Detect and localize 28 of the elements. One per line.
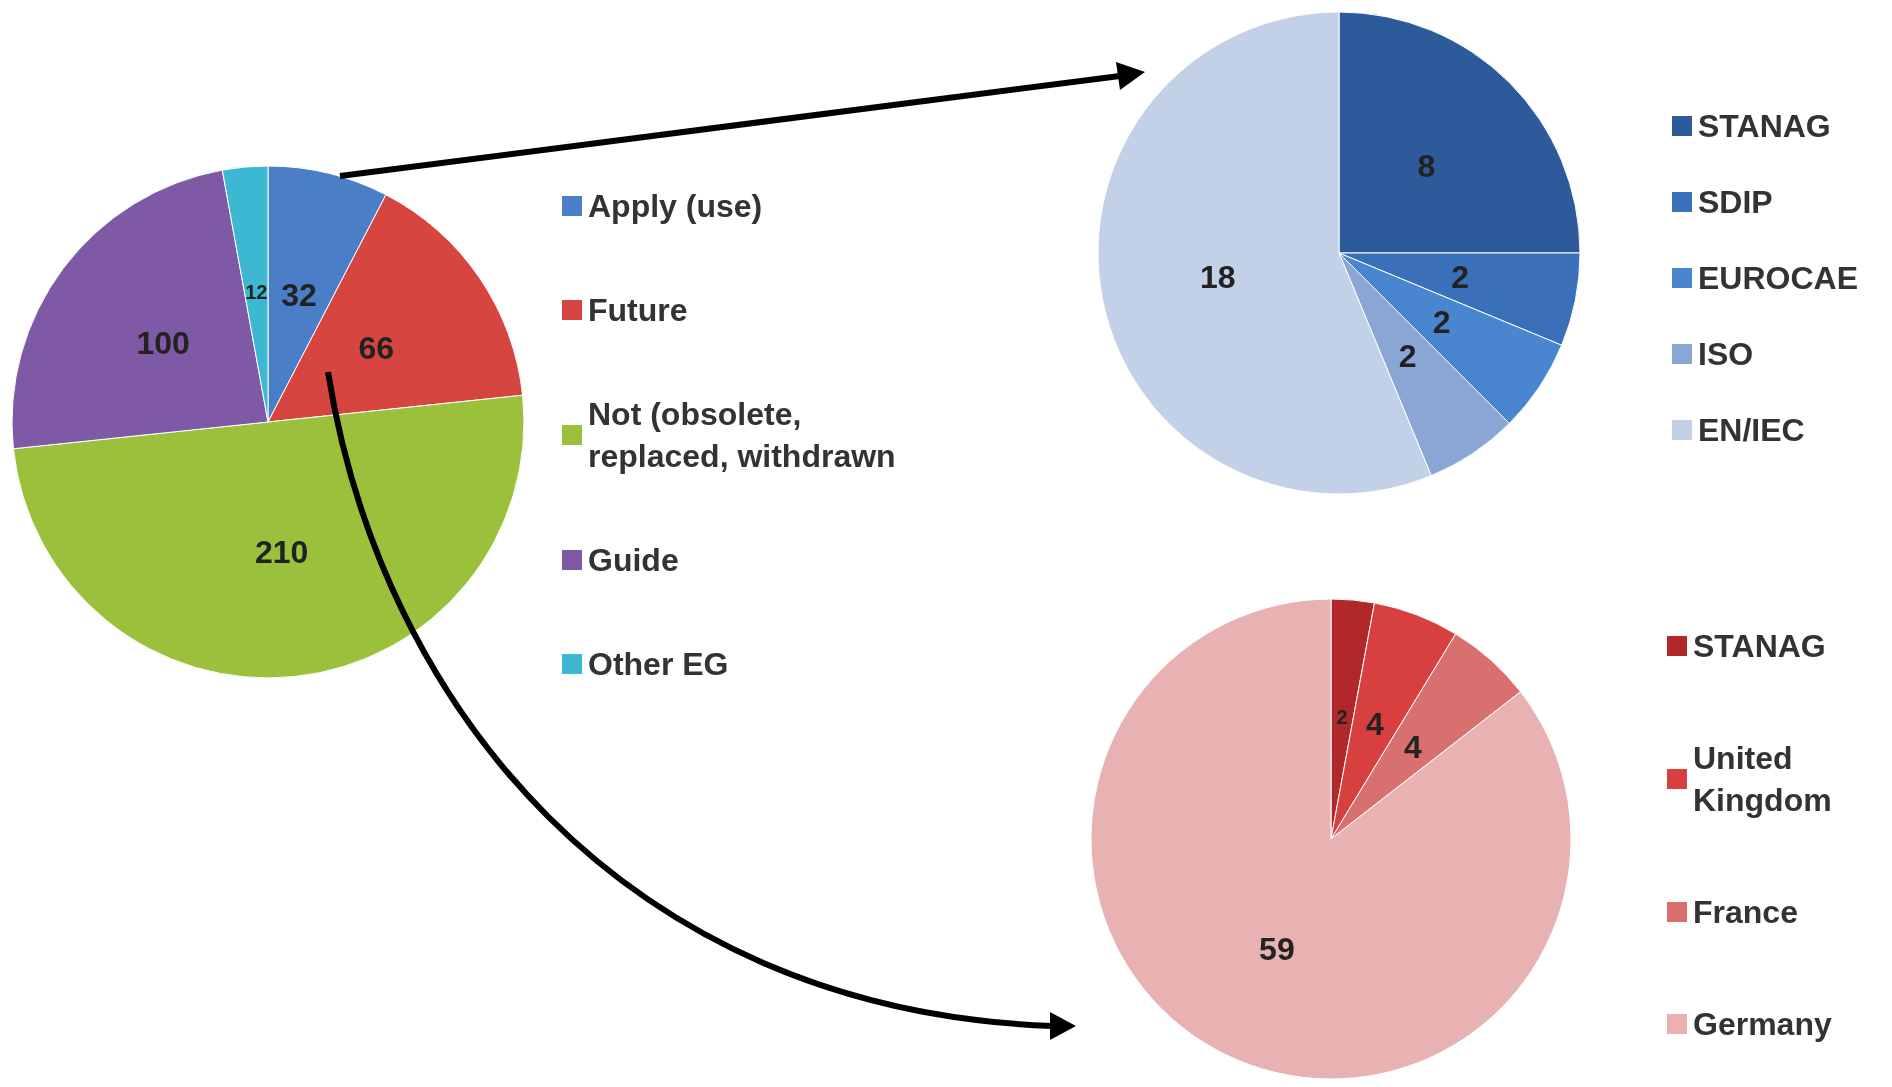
legend-label: STANAG [1698, 108, 1831, 144]
data-label: 18 [1200, 259, 1236, 296]
data-label: 12 [245, 280, 268, 303]
data-label: 4 [1365, 706, 1384, 743]
data-label: 2 [1432, 303, 1451, 340]
legend-label: SDIP [1698, 184, 1773, 220]
legend-label: Not (obsolete, replaced, withdrawn [588, 396, 896, 474]
legend-label: Other EG [588, 646, 729, 682]
data-label: 2 [1336, 705, 1348, 728]
data-label: 4 [1403, 729, 1422, 766]
data-label: 66 [358, 330, 395, 367]
legend-label: Apply (use) [588, 188, 763, 224]
legend-label: France [1693, 894, 1798, 930]
data-label: 32 [281, 276, 317, 313]
data-label: 100 [136, 325, 190, 362]
legend-label: STANAG [1693, 628, 1826, 664]
legend-label: United Kingdom [1693, 740, 1832, 818]
legend-label: EN/IEC [1698, 412, 1805, 448]
data-label: 2 [1398, 337, 1417, 374]
legend-label: Germany [1693, 1006, 1832, 1042]
legend-label: ISO [1698, 336, 1754, 372]
legend-label: Future [588, 292, 688, 328]
legend-label: EUROCAE [1698, 260, 1859, 296]
data-label: 8 [1417, 147, 1436, 184]
legend-label: Guide [588, 542, 679, 578]
data-label: 210 [255, 534, 309, 571]
data-label: 59 [1259, 931, 1295, 968]
data-label: 2 [1451, 259, 1470, 296]
